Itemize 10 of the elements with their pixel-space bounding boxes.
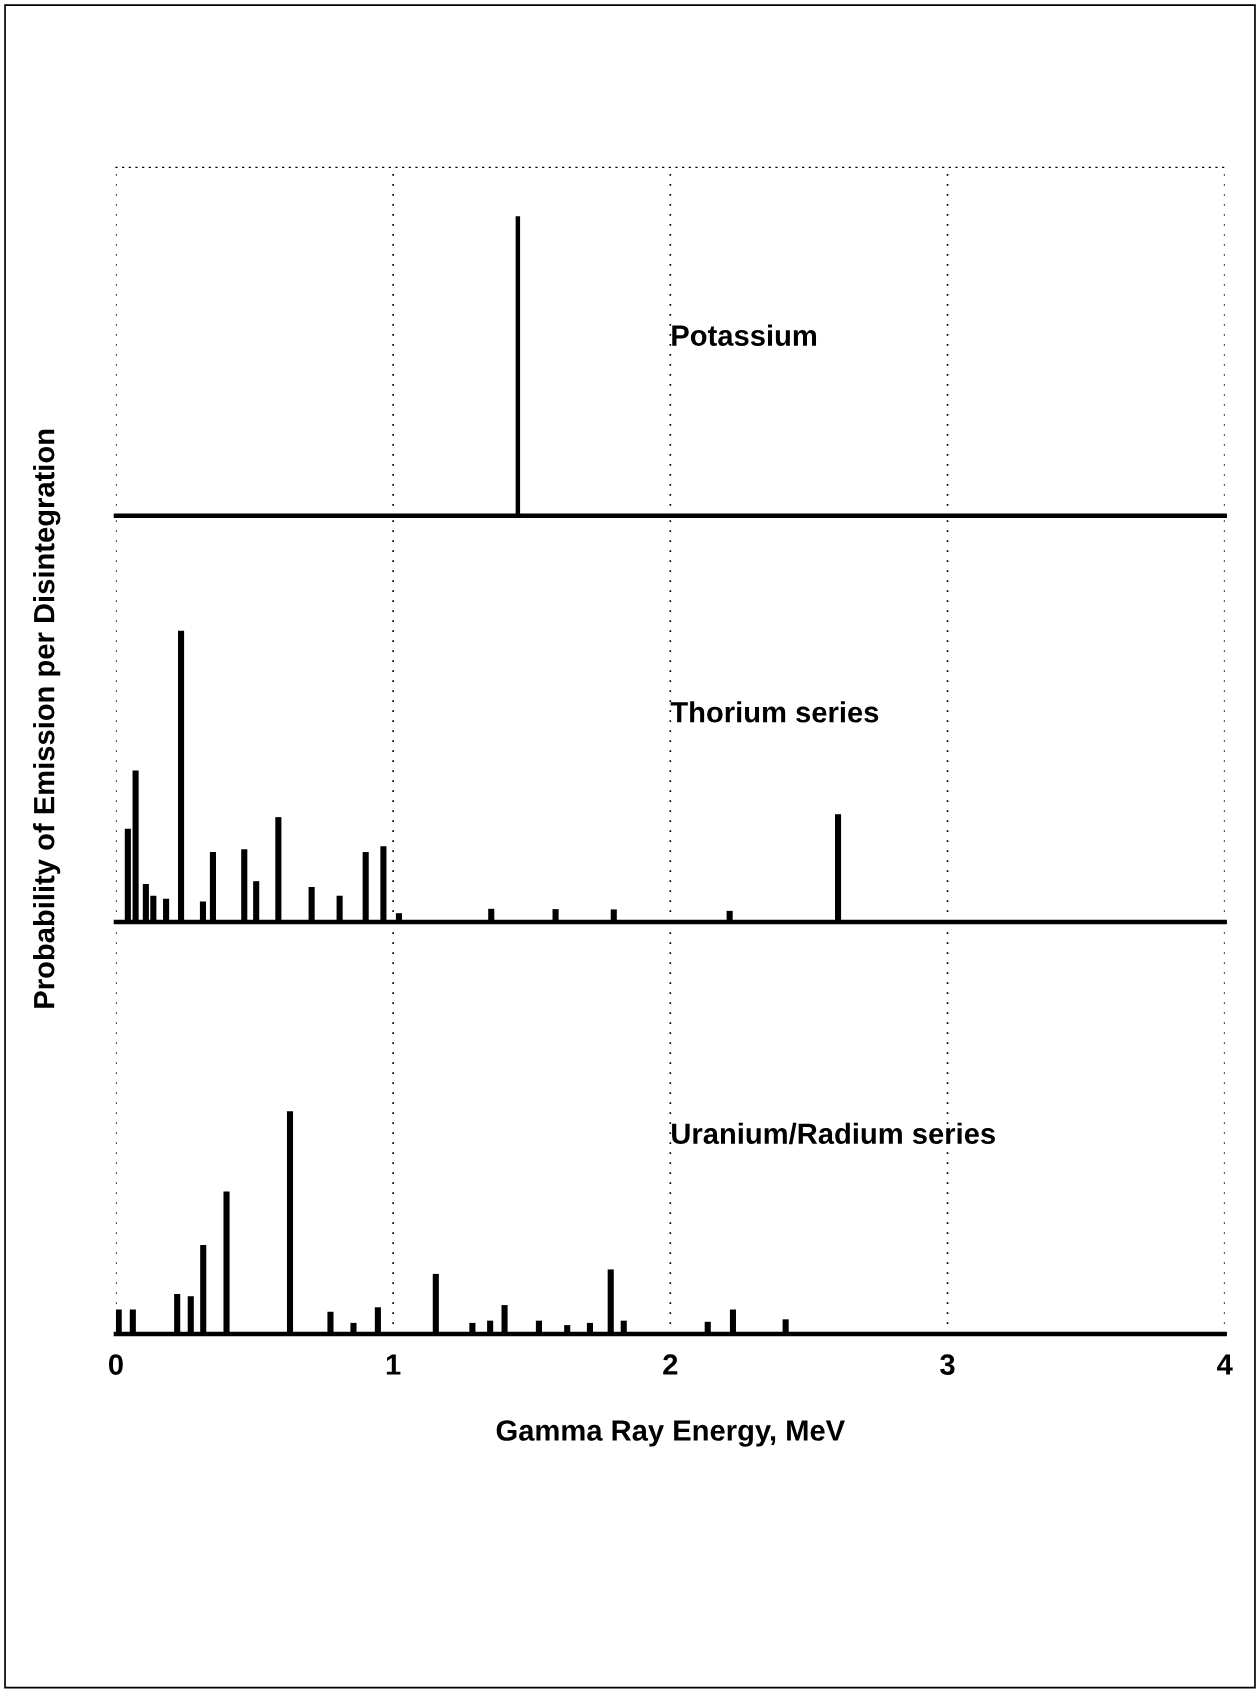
x-tick-label: 1 (386, 1354, 401, 1375)
x-tick-label: 3 (940, 1354, 955, 1375)
x-tick-label: 2 (663, 1354, 678, 1375)
x-tick-label: 4 (1217, 1354, 1233, 1375)
x-axis-title: Gamma Ray Energy, MeV (496, 1420, 845, 1447)
text: Potassium (672, 324, 817, 346)
text: Thorium series (670, 701, 879, 723)
x-tick-label: 0 (108, 1354, 123, 1375)
chart-title: Uranium/Radium series (672, 1122, 995, 1145)
y-axis-title: Probability of Emission per Disintegration (33, 429, 61, 1008)
